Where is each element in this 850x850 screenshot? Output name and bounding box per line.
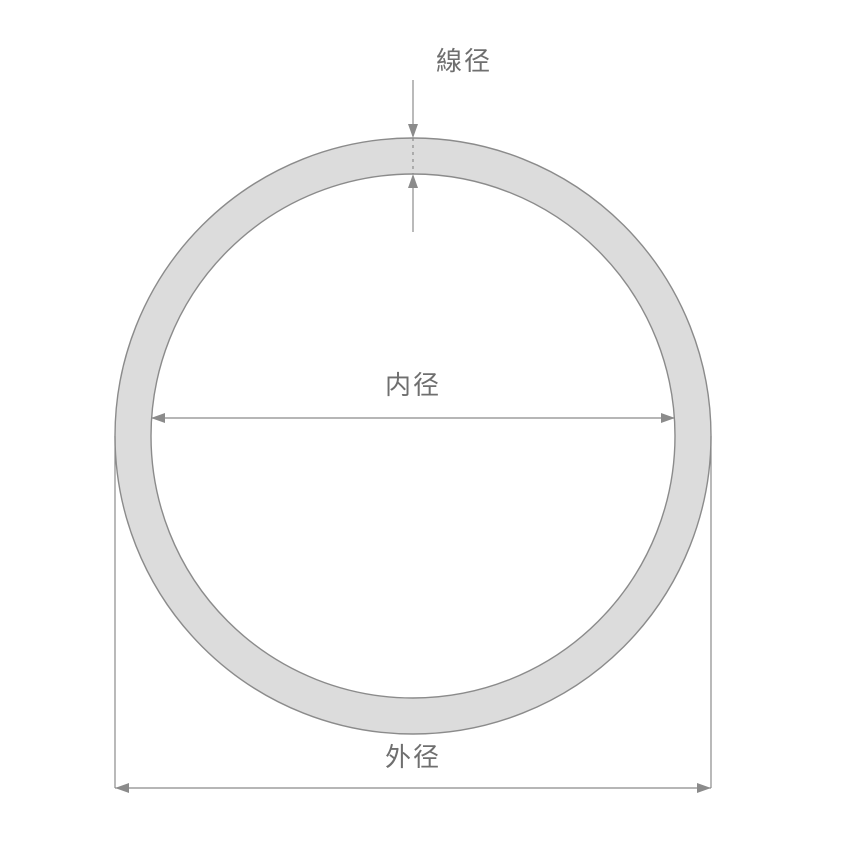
wall-thickness-label: 線径 bbox=[436, 46, 492, 76]
inner-diameter-label: 内径 bbox=[385, 370, 441, 400]
outer-diameter-label: 外径 bbox=[385, 742, 441, 772]
